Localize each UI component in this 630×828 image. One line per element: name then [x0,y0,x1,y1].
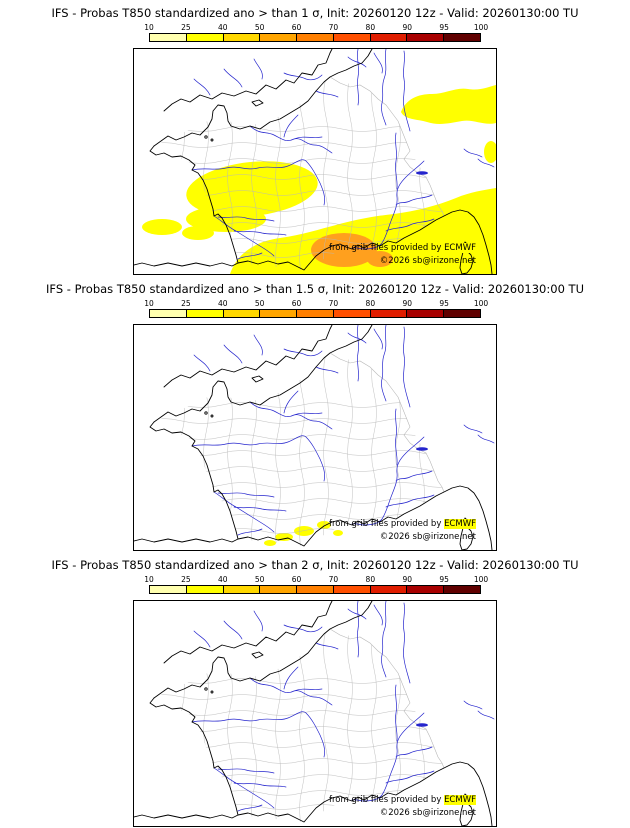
attribution-provider: from grib files provided by ECMWF [329,242,476,255]
colorbar: 10 25 40 50 60 70 80 90 95 100 [144,575,488,594]
colorbar-tick-label: 80 [365,575,376,584]
attribution: from grib files provided by ECMWF ©2026 … [329,242,476,268]
colorbar-tick-label: 50 [254,299,265,308]
panel-1-5sigma: IFS - Probas T850 standardized ano > tha… [0,276,630,552]
colorbar-cell [297,34,334,41]
panel-1sigma: IFS - Probas T850 standardized ano > tha… [0,0,630,276]
attribution-ecmwf: ECMWF [444,243,476,253]
colorbar-tick-label: 90 [402,299,412,308]
panel-title: IFS - Probas T850 standardized ano > tha… [51,6,579,20]
colorbar-cell [186,34,224,41]
attribution-provider: from grib files provided by ECMWF [329,518,476,531]
colorbar-tick-label: 60 [291,299,302,308]
colorbar-cell [333,310,371,317]
colorbar-cell [370,34,408,41]
colorbar-tick-label: 90 [402,575,412,584]
colorbar-tick-label: 60 [291,23,302,32]
colorbar-cell [407,586,445,593]
colorbar-cell [260,586,298,593]
colorbar-tick-label: 90 [402,23,412,32]
colorbar: 10 25 40 50 60 70 80 90 95 100 [144,23,488,42]
colorbar-cell [370,586,408,593]
attribution-copyright: ©2026 sb@irizone.net [379,256,476,266]
colorbar-tick-label: 80 [365,299,376,308]
colorbar-cell [444,586,481,593]
colorbar-tick-label: 10 [144,575,154,584]
colorbar-cell [333,586,371,593]
colorbar-tick-label: 95 [439,575,449,584]
attribution-prefix: from grib files provided by [329,795,445,805]
colorbar-cell [407,34,445,41]
colorbar-cell [223,310,261,317]
attribution-copyright: ©2026 sb@irizone.net [379,808,476,818]
attribution-prefix: from grib files provided by [329,243,445,253]
colorbar-tick-label: 95 [439,23,449,32]
colorbar-cell [150,310,187,317]
colorbar-tick-label: 100 [473,23,489,32]
colorbar-tick-label: 25 [181,23,191,32]
panel-2sigma: IFS - Probas T850 standardized ano > tha… [0,552,630,828]
colorbar-cell [150,34,187,41]
france-map-svg [134,325,496,550]
attribution-copyright: ©2026 sb@irizone.net [379,532,476,542]
basemap-layer [134,325,494,550]
map-2sigma: from grib files provided by ECMWF ©2026 … [133,600,497,827]
colorbar-cell [150,586,187,593]
attribution: from grib files provided by ECMWF ©2026 … [329,794,476,820]
attribution-provider: from grib files provided by ECMWF [329,794,476,807]
colorbar-tick-label: 60 [291,575,302,584]
panel-title: IFS - Probas T850 standardized ano > tha… [46,282,584,296]
colorbar-tick-label: 40 [217,299,228,308]
colorbar-cell [444,34,481,41]
colorbar-cell [444,310,481,317]
colorbar-cell [297,310,334,317]
colorbar-cell [333,34,371,41]
colorbar-cell [186,310,224,317]
colorbar-cell [223,34,261,41]
colorbar-tick-label: 25 [181,575,191,584]
colorbar-tick-label: 25 [181,299,191,308]
colorbar-tick-label: 40 [217,575,228,584]
colorbar-tick-label: 50 [254,575,265,584]
panel-title: IFS - Probas T850 standardized ano > tha… [51,558,579,572]
colorbar: 10 25 40 50 60 70 80 90 95 100 [144,299,488,318]
colorbar-tick-label: 10 [144,299,154,308]
attribution: from grib files provided by ECMWF ©2026 … [329,518,476,544]
colorbar-tick-label: 70 [328,575,339,584]
attribution-ecmwf: ECMWF [444,519,476,529]
attribution-ecmwf: ECMWF [444,795,476,805]
colorbar-tick-label: 100 [473,575,489,584]
colorbar-tick-label: 95 [439,299,449,308]
colorbar-tick-label: 100 [473,299,489,308]
colorbar-cell [297,586,334,593]
colorbar-cell [260,310,298,317]
colorbar-tick-label: 10 [144,23,154,32]
colorbar-tick-label: 50 [254,23,265,32]
colorbar-tick-label: 80 [365,23,376,32]
map-1sigma: from grib files provided by ECMWF ©2026 … [133,48,497,275]
colorbar-cell [260,34,298,41]
colorbar-cell [186,586,224,593]
map-1-5sigma: from grib files provided by ECMWF ©2026 … [133,324,497,551]
colorbar-cell [370,310,408,317]
colorbar-tick-label: 40 [217,23,228,32]
basemap-layer [134,601,494,826]
colorbar-cell [223,586,261,593]
france-map-svg [134,601,496,826]
colorbar-tick-label: 70 [328,23,339,32]
attribution-prefix: from grib files provided by [329,519,445,529]
colorbar-tick-label: 70 [328,299,339,308]
france-map-svg [134,49,496,274]
colorbar-cell [407,310,445,317]
